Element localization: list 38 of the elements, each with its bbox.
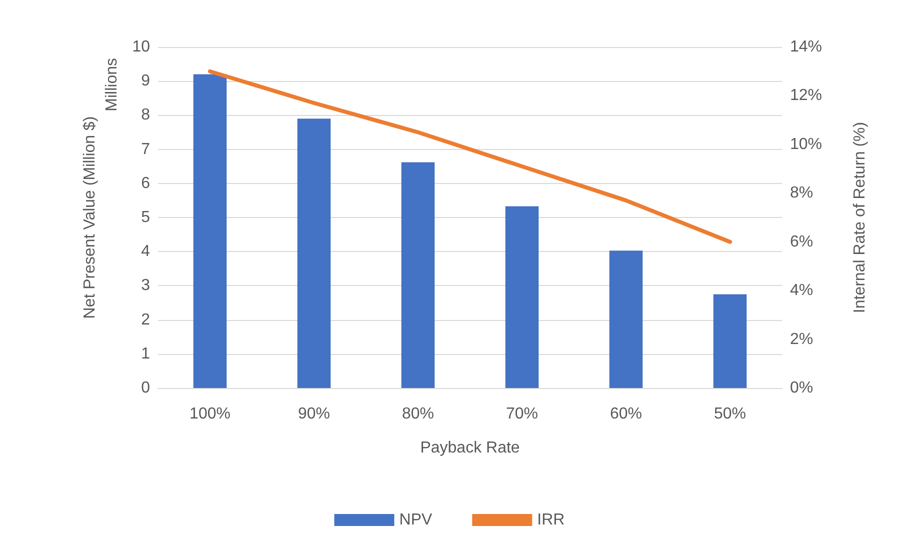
bar [713, 294, 747, 388]
x-tick-label: 90% [298, 406, 330, 422]
y2-tick-label: 0% [790, 380, 814, 396]
y2-tick-label: 2% [790, 330, 814, 348]
bar [609, 250, 643, 388]
x-tick-label: 100% [190, 406, 230, 422]
x-tick-label: 80% [402, 406, 434, 422]
y-axis-title: Net Present Value (Million $) [82, 116, 98, 319]
y-tick-label: 0 [141, 380, 150, 396]
bar [193, 74, 227, 388]
y2-tick-label: 4% [790, 282, 814, 300]
x-tick-label: 70% [506, 406, 538, 422]
y-tick-label: 1 [141, 345, 150, 362]
bar [297, 118, 331, 388]
y2-tick-label: 12% [790, 87, 822, 104]
x-tick-label: 60% [610, 406, 642, 422]
y2-tick-label: 14% [790, 38, 822, 56]
y2-tick-label: 8% [790, 184, 814, 202]
x-axis-title: Payback Rate [420, 440, 520, 456]
y-tick-label: 3 [141, 277, 150, 294]
bar [401, 162, 435, 388]
y2-tick-label: 10% [790, 136, 822, 153]
legend-label: NPV [399, 512, 432, 528]
y-tick-label: 7 [141, 140, 150, 158]
y-tick-label: 6 [141, 174, 150, 192]
line-series [208, 69, 732, 244]
y-tick-label: 4 [141, 243, 150, 260]
y-tick-label: 8 [141, 106, 150, 124]
y2-axis-title: Internal Rate of Return (%) [852, 122, 868, 314]
legend-label: IRR [537, 512, 565, 528]
bar [505, 206, 539, 388]
y2-tick-label: 6% [790, 233, 814, 250]
y-tick-label: 9 [141, 72, 150, 90]
x-tick-label: 50% [714, 406, 746, 422]
y-tick-label: 5 [141, 209, 150, 226]
text: Millions [104, 58, 120, 112]
y-tick-label: 10 [132, 38, 150, 56]
y-tick-label: 2 [141, 311, 150, 328]
